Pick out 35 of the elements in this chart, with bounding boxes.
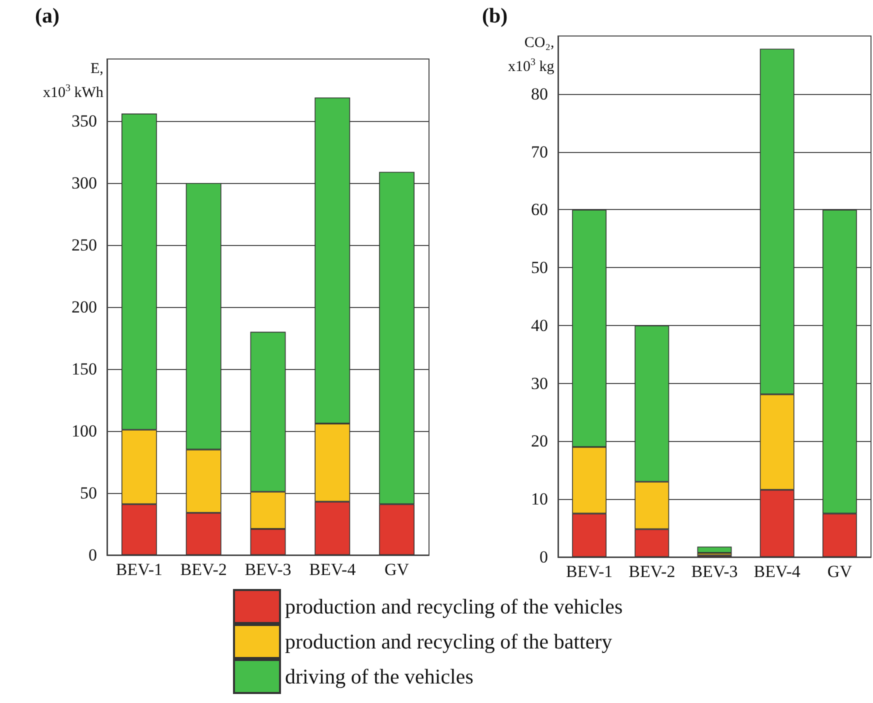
y-tick-label: 50 — [80, 484, 97, 502]
y-tick-label: 150 — [72, 360, 97, 378]
x-tick-label: BEV-1 — [116, 560, 163, 579]
y-tick-label: 300 — [72, 174, 97, 192]
legend-label: production and recycling of the vehicles — [285, 594, 623, 618]
y-tick-label: 350 — [72, 112, 97, 130]
legend-label: driving of the vehicles — [285, 664, 474, 688]
chart-title: (a) — [35, 4, 60, 28]
y-tick-label: 100 — [72, 422, 97, 440]
x-tick-label: BEV-3 — [244, 560, 292, 579]
bar — [697, 546, 732, 553]
y-tick-label: 50 — [531, 258, 548, 278]
x-tick-label: BEV-4 — [754, 562, 801, 581]
y-tick-label: 80 — [531, 84, 548, 104]
y-tick-label: 0 — [88, 546, 97, 564]
x-tick-label: BEV-3 — [691, 562, 738, 581]
x-tick-label: BEV-4 — [309, 560, 356, 579]
y-tick-label: 200 — [72, 298, 97, 316]
x-tick-label: GV — [827, 562, 853, 581]
y-tick-label: 20 — [531, 432, 548, 451]
y-tick-label: 70 — [531, 142, 548, 162]
x-tick-label: BEV-2 — [180, 560, 227, 579]
y-tick-label: 250 — [72, 236, 97, 254]
chart-title: (b) — [482, 4, 508, 28]
y-tick-label: 60 — [531, 200, 548, 220]
x-tick-label: BEV-1 — [566, 562, 613, 581]
y-tick-label: 0 — [540, 548, 548, 566]
y-tick-label: 40 — [531, 316, 548, 335]
x-tick-label: BEV-2 — [628, 562, 676, 581]
x-tick-label: GV — [384, 560, 410, 579]
legend-label: production and recycling of the battery — [285, 630, 613, 654]
y-tick-label: 10 — [531, 490, 548, 509]
y-axis-title: CO₂, x10$^{3}$ kg — [508, 34, 554, 77]
y-tick-label: 30 — [531, 374, 548, 393]
text: E, x10$^{3}$ kWh — [43, 61, 104, 101]
